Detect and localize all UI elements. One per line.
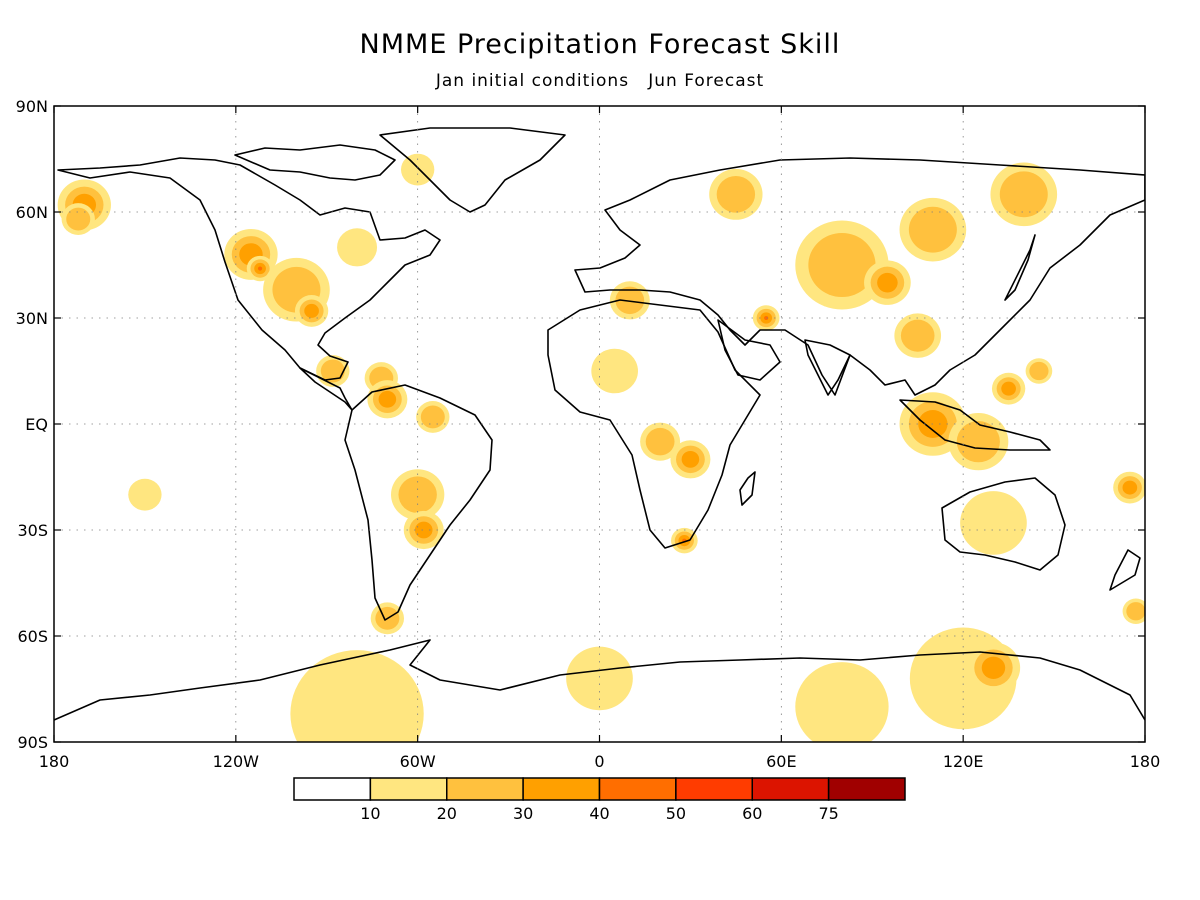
skill-region-39-level-1 xyxy=(795,662,889,742)
tick-label-lon: 0 xyxy=(594,752,604,771)
skill-region-3-level-4 xyxy=(257,266,263,271)
tick-label-lon: 180 xyxy=(39,752,70,771)
skill-region-12-level-2 xyxy=(398,476,437,513)
colorbar: 10 20 30 40 50 60 75 xyxy=(293,777,906,823)
colorbar-swatch xyxy=(446,777,524,801)
skill-region-7-level-1 xyxy=(400,153,435,186)
colorbar-label: 40 xyxy=(589,804,609,823)
skill-region-16-level-1 xyxy=(591,348,638,394)
coastline-south-america xyxy=(344,384,493,621)
tick-label-lat: 30S xyxy=(17,521,48,540)
tick-label-lat: 30N xyxy=(16,309,48,328)
tick-label-lat: EQ xyxy=(25,415,48,434)
skill-region-1-level-2 xyxy=(66,207,91,231)
skill-region-32-level-3 xyxy=(1122,480,1138,495)
chart-subtitle: Jan initial conditions Jun Forecast xyxy=(435,71,764,91)
skill-region-6-level-1 xyxy=(337,228,378,267)
colorbar-swatch xyxy=(598,777,677,801)
colorbar-label: 20 xyxy=(437,804,457,823)
skill-region-24-level-2 xyxy=(908,206,957,253)
skill-region-5-level-3 xyxy=(304,303,319,318)
skill-region-30-level-2 xyxy=(1029,361,1049,381)
skill-region-13-level-3 xyxy=(414,521,433,539)
coastline-africa xyxy=(547,299,761,549)
skill-region-37-level-1 xyxy=(566,646,633,711)
skill-region-38-level-1 xyxy=(290,650,424,742)
colorbar-swatch xyxy=(827,777,906,801)
tick-label-lon: 120W xyxy=(213,752,260,771)
skill-region-11-level-2 xyxy=(420,405,445,429)
skill-region-25-level-2 xyxy=(999,171,1048,218)
tick-label-lat: 90S xyxy=(17,733,48,752)
coastline-madagascar xyxy=(739,471,756,506)
skill-region-21-level-4 xyxy=(764,315,769,321)
tick-label-lat: 60N xyxy=(16,203,48,222)
skill-region-17-level-2 xyxy=(645,427,675,456)
graticule-grid xyxy=(54,106,1145,742)
colorbar-label: 30 xyxy=(513,804,533,823)
coastline-arabia xyxy=(717,319,781,381)
colorbar-label: 60 xyxy=(742,804,762,823)
skill-region-10-level-3 xyxy=(378,390,397,408)
skill-region-36-level-3 xyxy=(981,656,1006,679)
colorbar-label: 50 xyxy=(666,804,686,823)
coastline-layer xyxy=(54,127,1145,721)
colorbar-swatch xyxy=(522,777,601,801)
coastline-antarctica xyxy=(54,639,1145,721)
tick-label-lon: 60E xyxy=(766,752,796,771)
colorbar-swatch xyxy=(751,777,830,801)
skill-region-18-level-3 xyxy=(681,450,700,468)
skill-region-8-level-2 xyxy=(320,359,345,383)
chart-title: NMME Precipitation Forecast Skill xyxy=(360,29,841,60)
skill-region-31-level-1 xyxy=(960,491,1027,555)
skill-region-34-level-2 xyxy=(1126,602,1145,621)
skill-region-15-level-2 xyxy=(615,286,645,315)
coastline-japan xyxy=(1004,234,1036,301)
tick-label-lat: 60S xyxy=(17,627,48,646)
coastline-greenland xyxy=(379,127,566,213)
coastline-central-america xyxy=(299,367,353,411)
tick-label-lon: 60W xyxy=(400,752,436,771)
tick-label-lon: 120E xyxy=(943,752,984,771)
skill-shading-layer xyxy=(57,153,1145,742)
colorbar-label: 10 xyxy=(360,804,380,823)
tick-label-lon: 180 xyxy=(1130,752,1161,771)
coastline-australia xyxy=(941,477,1066,571)
axis-ticks: 180 120W 60W 0 60E 120E 180 90N 60N 30N EQ 30S 60S 90… xyxy=(16,97,1161,771)
skill-region-33-level-1 xyxy=(128,478,162,511)
skill-region-20-level-2 xyxy=(716,176,756,213)
colorbar-swatch xyxy=(675,777,753,801)
coastline-eurasia xyxy=(574,157,1145,396)
coastline-arctic-islands xyxy=(234,144,396,181)
colorbar-swatch xyxy=(369,777,448,801)
tick-label-lat: 90N xyxy=(16,97,48,116)
coastline-indonesia xyxy=(899,399,1051,451)
skill-region-22-level-2 xyxy=(808,232,876,298)
colorbar-label: 75 xyxy=(818,804,838,823)
skill-region-28-level-2 xyxy=(956,421,1000,463)
coastline-india xyxy=(804,339,851,396)
skill-region-23-level-3 xyxy=(877,272,898,293)
coastline-new-zealand xyxy=(1109,549,1141,591)
skill-region-26-level-2 xyxy=(900,319,935,352)
coastline-north-america xyxy=(57,157,441,381)
colorbar-swatch xyxy=(293,777,372,801)
skill-region-29-level-3 xyxy=(1001,381,1016,396)
